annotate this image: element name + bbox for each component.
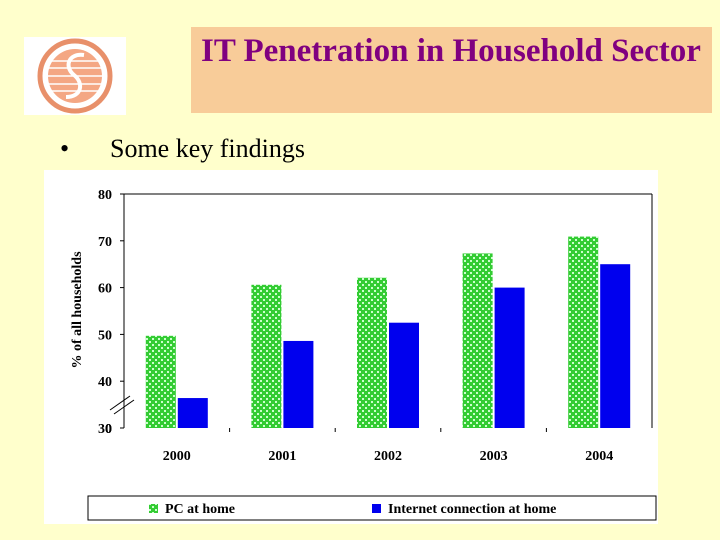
bar-pc-at-home [357, 277, 387, 428]
legend-label: Internet connection at home [388, 502, 556, 517]
bar-internet-connection [494, 287, 525, 428]
x-tick-label: 2002 [374, 449, 402, 464]
bar-internet-connection [600, 264, 631, 428]
bar-pc-at-home [145, 335, 176, 428]
y-tick-label: 30 [98, 422, 112, 437]
y-tick-label: 70 [98, 235, 112, 250]
y-tick-label: 50 [98, 328, 112, 343]
x-tick-label: 2003 [480, 449, 508, 464]
slide-title: IT Penetration in Household Sector [201, 33, 701, 69]
title-box: IT Penetration in Household Sector [191, 27, 712, 113]
bar-internet-connection [389, 322, 419, 428]
axis-break-mark [109, 395, 131, 411]
logo [24, 37, 126, 115]
bar-pc-at-home [568, 236, 599, 428]
bar-internet-connection [177, 398, 208, 428]
slide-subtitle: Some key findings [110, 134, 305, 163]
y-tick-label: 60 [98, 282, 112, 297]
bar-internet-connection [283, 340, 314, 428]
y-tick-label: 0 [105, 422, 112, 437]
legend: PC at home Internet connection at home [87, 495, 657, 521]
bar-pc-at-home [462, 253, 493, 428]
legend-label: PC at home [165, 502, 235, 517]
legend-swatch-pc [149, 504, 158, 513]
legend-swatch-internet [372, 504, 381, 513]
y-axis-label: % of all households [70, 251, 85, 369]
x-tick-label: 2004 [585, 449, 613, 464]
chart-container: 0 30 40 50 60 70 80 2000 2001 2002 2003 2004 % of a… [44, 170, 658, 524]
axis-break-mark [113, 399, 135, 415]
logo-emblem [37, 38, 113, 114]
x-tick-label: 2000 [163, 449, 191, 464]
y-tick-label: 80 [98, 188, 112, 203]
y-tick-label: 40 [98, 375, 112, 390]
bullet-point: • [60, 134, 70, 163]
bar-chart: 030 40 50 60 70 80 2000 2001 2002 2003 2004 % of a… [70, 188, 657, 521]
bar-pc-at-home [251, 284, 282, 428]
x-tick-label: 2001 [268, 449, 296, 464]
